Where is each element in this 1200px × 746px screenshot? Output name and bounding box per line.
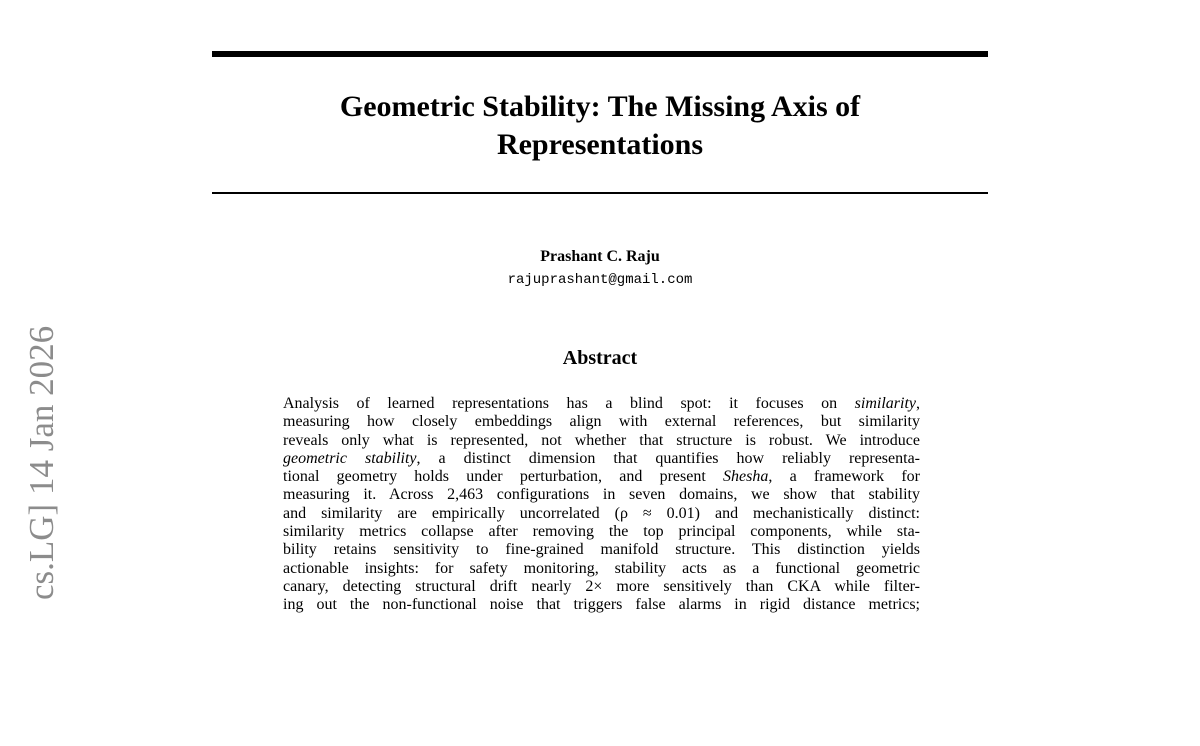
text-run: , (916, 395, 920, 412)
text-run: tional geometry holds under perturbation… (283, 468, 724, 486)
text-run: reveals only what is represented, not wh… (283, 431, 920, 449)
page: {"header":{"title":"Geometric Stability:… (22, 51, 988, 615)
text-run: similarity metrics collapse after removi… (283, 523, 920, 541)
text-run: bility retains sensitivity to fine-grain… (283, 541, 920, 559)
text-run: similarity (854, 395, 916, 412)
text-run: actionable insights: for safety monitori… (283, 559, 920, 577)
abstract-line: canary, detecting structural drift nearl… (283, 578, 920, 596)
abstract-line: Analysis of learned representations has … (283, 395, 920, 413)
abstract-heading: Abstract (562, 347, 638, 369)
abstract-line: reveals only what is represented, not wh… (283, 432, 920, 450)
abstract-line: tional geometry holds under perturbation… (283, 468, 920, 486)
text-run: ing out the non-functional noise that tr… (283, 596, 920, 614)
paper-page: Geometric Stability: The Missing Axis of… (22, 51, 988, 615)
abstract-line: and similarity are empirically uncorrela… (283, 505, 920, 523)
abstract-line: measuring it. Across 2,463 configuration… (283, 486, 920, 504)
abstract-line: measuring how closely embeddings align w… (283, 413, 920, 431)
abstract-body: Analysis of learned representations has … (283, 395, 920, 615)
text-run: , a framework for (768, 468, 920, 486)
text-run: geometric stability (283, 449, 417, 467)
text-run: measuring how closely embeddings align w… (283, 413, 920, 431)
author-name: Prashant C. Raju (540, 248, 660, 265)
author-email: rajuprashant@gmail.com (507, 272, 693, 288)
text-run: Shesha (723, 468, 769, 486)
abstract-line: similarity metrics collapse after removi… (283, 523, 920, 541)
text-run: , a distinct dimension that quantifies h… (416, 449, 921, 467)
text-run: Analysis of learned representations has … (283, 395, 855, 412)
text-run: canary, detecting structural drift nearl… (283, 577, 920, 595)
top-rule (212, 51, 988, 57)
text-run: measuring it. Across 2,463 configuration… (283, 486, 920, 504)
paper-title: Geometric Stability: The Missing Axis of… (339, 90, 861, 161)
text-run: and similarity are empirically uncorrela… (283, 504, 920, 522)
title-rule (212, 192, 988, 194)
abstract-line: ing out the non-functional noise that tr… (283, 596, 920, 614)
abstract-line: actionable insights: for safety monitori… (283, 560, 920, 578)
abstract-line: bility retains sensitivity to fine-grain… (283, 541, 920, 559)
arxiv-stamp: cs.LG] 14 Jan 2026 (22, 326, 61, 601)
abstract-line: geometric stability, a distinct dimensio… (283, 450, 920, 468)
